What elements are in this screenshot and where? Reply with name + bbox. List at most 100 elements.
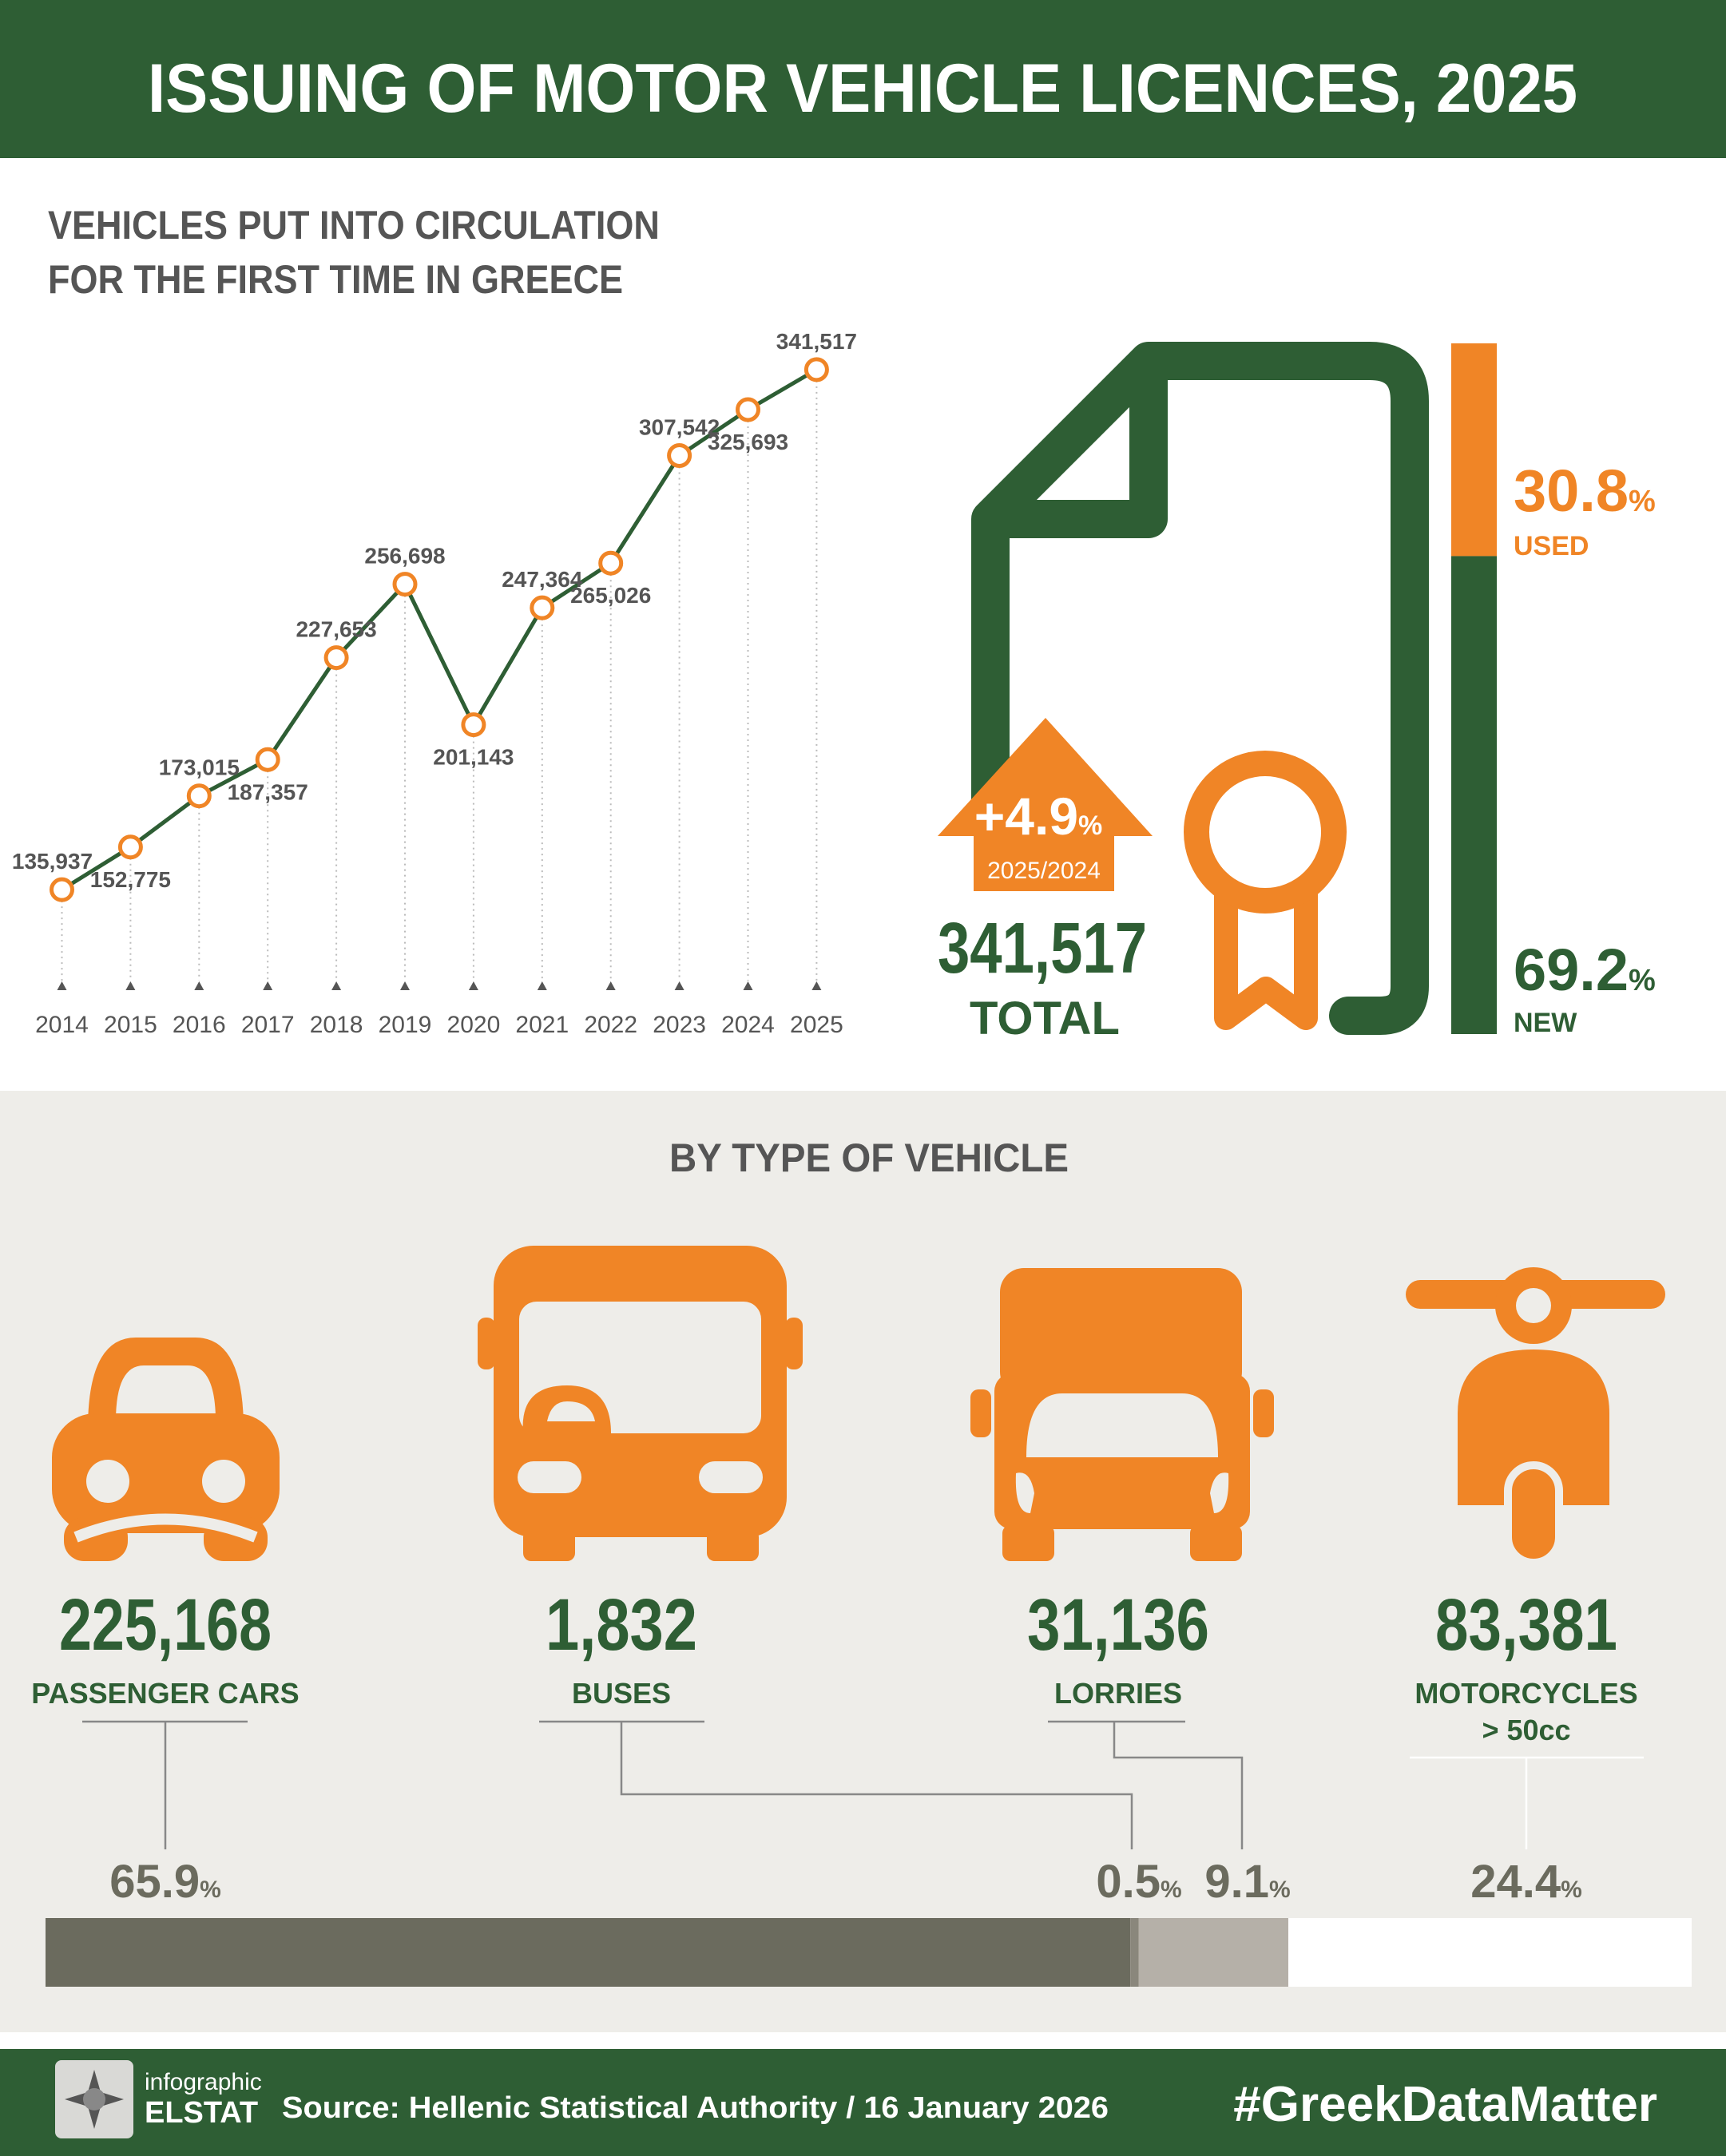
- point: [736, 397, 760, 422]
- new-text: NEW: [1514, 1008, 1577, 1038]
- x-tick-mark: [605, 981, 616, 990]
- x-tick-mark: [537, 981, 547, 990]
- total-text: TOTAL: [970, 993, 1120, 1044]
- footer-band: [0, 2049, 1726, 2156]
- unit: %: [1561, 1877, 1582, 1903]
- x-tick-label: 2017: [241, 1012, 295, 1038]
- growth-period: 2025/2024: [987, 858, 1101, 884]
- section-title: BY TYPE OF VEHICLE: [669, 1135, 1069, 1180]
- value-label: 227,653: [296, 617, 376, 642]
- x-tick-label: 2025: [790, 1012, 843, 1038]
- point: [461, 712, 486, 738]
- value-label: 325,693: [708, 430, 788, 454]
- share-label: 65.9%: [109, 1856, 221, 1908]
- count-label: 83,381: [1435, 1584, 1617, 1666]
- value-label: 247,364: [502, 567, 583, 592]
- share-value: 65.9: [109, 1856, 200, 1908]
- document-fold: [990, 361, 1168, 538]
- x-tick-mark: [331, 981, 342, 990]
- connector: [539, 1720, 1133, 1849]
- growth-value: +4.9: [974, 787, 1078, 846]
- x-tick-label: 2021: [515, 1012, 569, 1038]
- x-tick-label: 2023: [653, 1012, 706, 1038]
- point: [598, 550, 624, 576]
- unit: %: [1629, 964, 1656, 997]
- x-tick-label: 2024: [721, 1012, 775, 1038]
- share-label: 9.1%: [1204, 1856, 1290, 1908]
- share-value: 9.1: [1204, 1856, 1269, 1908]
- x-tick-mark: [811, 981, 822, 990]
- document-icon: [971, 342, 1429, 1035]
- motorcycle-icon: [1406, 1267, 1665, 1567]
- badge-medal: [1184, 751, 1347, 914]
- new-label: 69.2%: [1514, 937, 1656, 1003]
- used-value: 30.8: [1514, 458, 1629, 524]
- total-value: 341,517: [938, 909, 1147, 989]
- value-label: 173,015: [159, 755, 240, 780]
- point: [803, 357, 829, 382]
- category-label: PASSENGER CARS: [31, 1677, 300, 1710]
- value-label: 187,357: [228, 779, 308, 804]
- logo-globe: [83, 2088, 105, 2110]
- x-tick-label: 2014: [35, 1012, 89, 1038]
- bar-segment: [1288, 1918, 1690, 1987]
- x-tick-label: 2022: [584, 1012, 637, 1038]
- category-label: MOTORCYCLES > 50cc: [1415, 1677, 1638, 1746]
- bus-icon: [478, 1246, 803, 1561]
- x-tick-mark: [674, 981, 684, 990]
- share-label: 0.5%: [1096, 1856, 1181, 1908]
- hashtag: #GreekDataMatter: [1233, 2077, 1657, 2132]
- point: [667, 443, 692, 469]
- x-tick-mark: [194, 981, 204, 990]
- value-label: 201,143: [433, 745, 514, 770]
- x-tick-mark: [125, 981, 136, 990]
- point: [392, 572, 418, 597]
- used-label: 30.8%: [1514, 458, 1656, 524]
- logo-top: infographic: [145, 2069, 262, 2095]
- connector: [1048, 1720, 1244, 1849]
- growth-label: +4.9%: [974, 787, 1103, 846]
- value-label: 135,937: [12, 849, 93, 874]
- value-label: 307,542: [639, 415, 720, 440]
- type-section-band: [0, 1091, 1726, 2032]
- x-tick-label: 2018: [310, 1012, 363, 1038]
- category-label: BUSES: [571, 1677, 672, 1710]
- x-tick-mark: [263, 981, 273, 990]
- unit: %: [1629, 485, 1656, 518]
- point: [323, 645, 349, 671]
- series-line: [61, 367, 818, 892]
- bar-segment: [1138, 1918, 1289, 1987]
- header-band: [0, 0, 1726, 158]
- share-value: 24.4: [1470, 1856, 1561, 1908]
- car-icon: [52, 1338, 280, 1561]
- unit: %: [1269, 1877, 1291, 1903]
- unit: %: [1161, 1877, 1182, 1903]
- value-label: 341,517: [776, 329, 857, 354]
- x-tick-mark: [400, 981, 410, 990]
- value-label: 265,026: [570, 583, 651, 608]
- growth-arrow: [938, 718, 1153, 891]
- logo-bottom: ELSTAT: [145, 2096, 258, 2130]
- count-label: 225,168: [59, 1584, 272, 1666]
- x-tick-label: 2020: [447, 1012, 501, 1038]
- connector: [82, 1720, 248, 1849]
- x-tick-label: 2019: [379, 1012, 432, 1038]
- unit: %: [200, 1877, 221, 1903]
- chart-title: VEHICLES PUT INTO CIRCULATION FOR THE FI…: [48, 203, 660, 302]
- category-label: LORRIES: [1053, 1677, 1182, 1710]
- x-tick-label: 2016: [173, 1012, 226, 1038]
- connector: [1410, 1756, 1644, 1849]
- source: Source: Hellenic Statistical Authority /…: [282, 2091, 1109, 2125]
- share-label: 24.4%: [1470, 1856, 1582, 1908]
- x-tick-mark: [743, 981, 753, 990]
- lorry-icon: [970, 1268, 1274, 1561]
- x-tick-mark: [57, 981, 67, 990]
- point: [255, 747, 280, 772]
- count-label: 31,136: [1027, 1584, 1209, 1666]
- unit: %: [1078, 810, 1102, 841]
- x-tick-mark: [468, 981, 478, 990]
- point: [117, 834, 143, 860]
- bar-segment: [46, 1918, 1131, 1987]
